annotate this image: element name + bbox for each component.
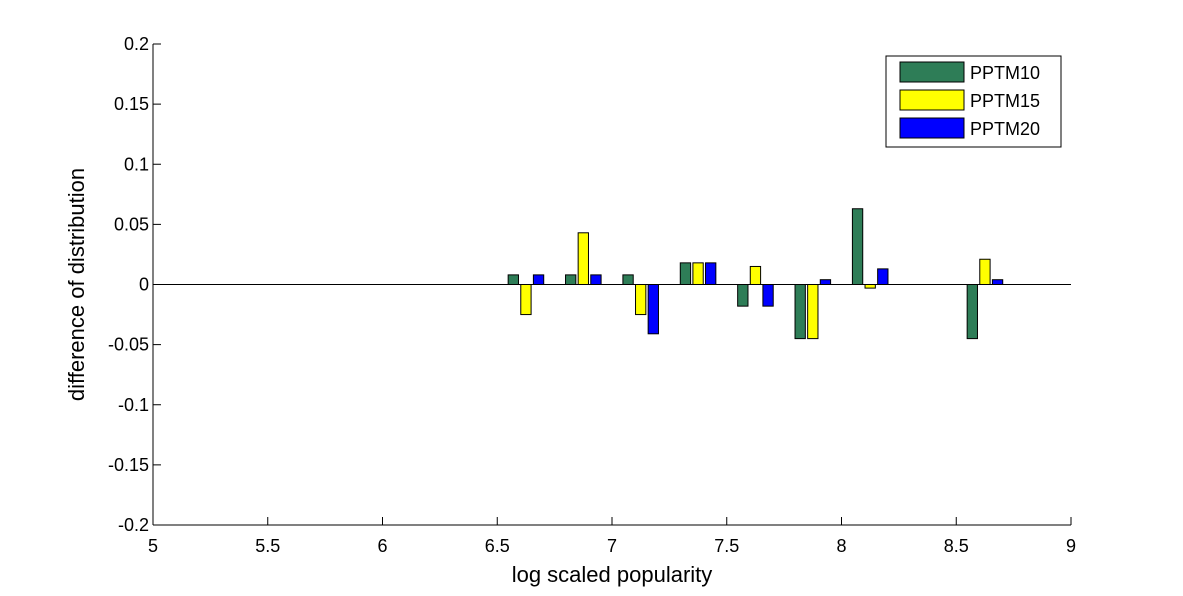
x-tick-label: 5.5	[255, 536, 280, 556]
x-tick-label: 7.5	[714, 536, 739, 556]
x-tick-label: 5	[148, 536, 158, 556]
x-tick-label: 7	[607, 536, 617, 556]
y-tick-label: -0.05	[108, 335, 149, 355]
legend-label: PPTM10	[970, 63, 1040, 83]
bar-pptm10	[966, 284, 978, 340]
y-tick-label: 0	[139, 275, 149, 295]
bar-pptm20	[762, 284, 774, 307]
bar-pptm20	[877, 268, 889, 285]
x-tick-label: 6.5	[485, 536, 510, 556]
y-tick-label: -0.15	[108, 455, 149, 475]
bar-pptm10	[679, 262, 692, 286]
bar-pptm10	[737, 284, 749, 307]
bar-pptm10	[622, 274, 634, 286]
bar-pptm20	[819, 279, 832, 286]
bar-pptm20	[705, 262, 717, 286]
legend-label: PPTM20	[970, 119, 1040, 139]
x-axis-label: log scaled popularity	[512, 562, 713, 587]
bar-pptm10	[565, 274, 577, 286]
y-tick-label: 0.15	[114, 94, 149, 114]
bar-pptm15	[749, 265, 762, 285]
x-tick-label: 9	[1066, 536, 1076, 556]
y-axis-ticks: 0.2 0.15 0.1 0.05 0 -0.05 -0.1 -0.15 -0.2	[108, 34, 161, 535]
x-tick-label: 6	[377, 536, 387, 556]
bar-pptm20	[532, 274, 545, 286]
y-tick-label: 0.1	[124, 154, 149, 174]
bar-pptm15	[807, 284, 819, 340]
bar-pptm20	[991, 279, 1004, 286]
bar-pptm15	[864, 284, 876, 289]
x-tick-label: 8	[836, 536, 846, 556]
bar-pptm15	[577, 232, 589, 285]
legend-label: PPTM15	[970, 91, 1040, 111]
bar-pptm15	[979, 258, 991, 285]
bar-pptm20	[647, 284, 659, 335]
legend-swatch	[899, 117, 965, 139]
y-axis-label: difference of distribution	[64, 168, 89, 401]
y-tick-label: -0.1	[118, 395, 149, 415]
bar-pptm10	[794, 284, 806, 340]
legend: PPTM10 PPTM15 PPTM20	[885, 55, 1062, 148]
legend-swatch	[899, 89, 965, 111]
legend-swatch	[899, 61, 965, 83]
bar-pptm10	[507, 274, 519, 286]
y-tick-label: -0.2	[118, 515, 149, 535]
y-tick-label: 0.05	[114, 214, 149, 234]
y-tick-label: 0.2	[124, 34, 149, 54]
bars-group	[507, 208, 1004, 340]
bar-pptm15	[520, 284, 532, 316]
x-tick-label: 8.5	[944, 536, 969, 556]
bar-pptm20	[590, 274, 602, 286]
x-axis-ticks: 5 5.5 6 6.5 7 7.5 8 8.5 9	[148, 517, 1076, 556]
bar-pptm15	[635, 284, 647, 316]
bar-pptm10	[851, 208, 864, 285]
bar-pptm15	[692, 262, 704, 286]
